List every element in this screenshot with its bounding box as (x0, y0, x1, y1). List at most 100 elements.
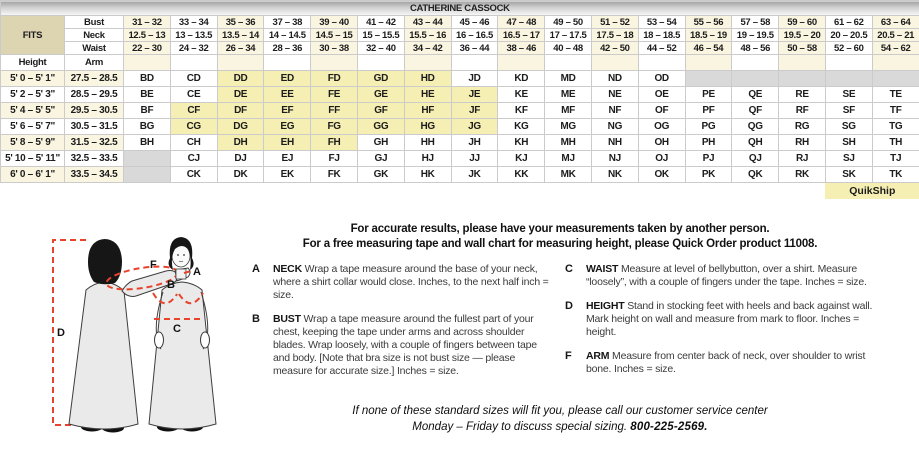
empty-header-cell (824, 54, 873, 71)
size-code-cell-SF: SF (824, 102, 873, 119)
size-code-cell-DJ: DJ (216, 150, 265, 167)
size-code-cell-JG: JG (450, 118, 499, 135)
size-code-cell-RF: RF (778, 102, 826, 119)
size-code-cell-KF: KF (497, 102, 546, 119)
size-code-cell-ED: ED (263, 70, 312, 87)
size-code-cell-OD: OD (637, 70, 686, 87)
neck-measure-line (183, 270, 192, 274)
size-code-cell-DE: DE (216, 86, 265, 103)
size-code-cell-BF: BF (123, 102, 171, 119)
size-code-cell-HF: HF (403, 102, 452, 119)
size-code-cell-JF: JF (450, 102, 499, 119)
size-code-cell-NF: NF (590, 102, 639, 119)
figure-label-waist: C (173, 323, 181, 335)
waist-range-cell: 30 – 38 (310, 41, 358, 55)
intro-line-2: For a free measuring tape and wall chart… (302, 237, 818, 250)
size-code-cell-DD: DD (216, 70, 265, 87)
size-code-cell-CK: CK (169, 166, 218, 183)
size-code-cell-RH: RH (778, 134, 826, 151)
size-code-cell-MG: MG (544, 118, 592, 135)
empty-header-cell (871, 54, 919, 71)
bust-range-cell: 57 – 58 (731, 15, 780, 29)
size-code-cell-MJ: MJ (544, 150, 592, 167)
height-range-cell: 5' 2 – 5' 3" (0, 86, 65, 103)
size-code-cell-CD: CD (169, 70, 218, 87)
instruction-text: Measure from center back of neck, over s… (586, 350, 866, 375)
figure-label-bust: B (167, 279, 175, 291)
height-measure-line (52, 239, 90, 426)
size-code-cell-JK: JK (450, 166, 499, 183)
size-code-cell-TG: TG (871, 118, 919, 135)
empty-header-cell (731, 54, 780, 71)
hand (200, 331, 210, 349)
empty-header-cell (263, 54, 312, 71)
unavailable-cell (123, 150, 171, 167)
size-code-cell-EE: EE (263, 86, 312, 103)
size-code-cell-OF: OF (637, 102, 686, 119)
size-code-cell-EH: EH (263, 134, 312, 151)
size-code-cell-TE: TE (871, 86, 919, 103)
size-code-cell-CG: CG (169, 118, 218, 135)
size-code-cell-QJ: QJ (731, 150, 780, 167)
eye (177, 254, 179, 256)
neck-range-cell: 20.5 – 21 (871, 28, 919, 42)
size-code-cell-GG: GG (356, 118, 405, 135)
size-code-cell-PG: PG (684, 118, 733, 135)
hair (168, 237, 194, 270)
instruction-term: HEIGHT (586, 300, 625, 312)
size-code-cell-JE: JE (450, 86, 499, 103)
size-code-cell-QG: QG (731, 118, 780, 135)
instruction-letter: D (565, 300, 573, 312)
special-sizing-note: If none of these standard sizes will fit… (250, 403, 870, 435)
instruction-term: WAIST (586, 263, 619, 275)
eye (183, 254, 185, 256)
size-code-cell-OG: OG (637, 118, 686, 135)
size-code-cell-EJ: EJ (263, 150, 312, 167)
size-code-cell-FJ: FJ (310, 150, 358, 167)
size-code-cell-GF: GF (356, 102, 405, 119)
waist-row-label: Waist (64, 41, 124, 55)
height-col-label: Height (0, 54, 65, 71)
arm-range-cell: 29.5 – 30.5 (64, 102, 124, 119)
size-code-cell-KJ: KJ (497, 150, 546, 167)
size-code-cell-DH: DH (216, 134, 265, 151)
arm-col-label: Arm (64, 54, 124, 71)
intro-text: For accurate results, please have your m… (250, 222, 870, 251)
instruction-bust: B BUST Wrap a tape measure around the fu… (252, 313, 554, 378)
arm-range-cell: 30.5 – 31.5 (64, 118, 124, 135)
chart-title: CATHERINE CASSOCK (0, 0, 919, 16)
instruction-neck: A NECK Wrap a tape measure around the ba… (252, 263, 554, 302)
empty-header-cell (356, 54, 405, 71)
size-code-cell-GH: GH (356, 134, 405, 151)
size-code-cell-TF: TF (871, 102, 919, 119)
size-code-cell-PJ: PJ (684, 150, 733, 167)
waist-range-cell: 50 – 58 (778, 41, 826, 55)
waist-range-cell: 52 – 60 (824, 41, 873, 55)
size-code-cell-CF: CF (169, 102, 218, 119)
bust-range-cell: 37 – 38 (263, 15, 312, 29)
empty-header-cell (684, 54, 733, 71)
neck-range-cell: 18.5 – 19 (684, 28, 733, 42)
bust-range-cell: 39 – 40 (310, 15, 358, 29)
instruction-letter: A (252, 263, 260, 275)
arm-range-cell: 32.5 – 33.5 (64, 150, 124, 167)
size-code-cell-NG: NG (590, 118, 639, 135)
size-code-cell-SK: SK (824, 166, 873, 183)
size-code-cell-BE: BE (123, 86, 171, 103)
size-code-cell-PE: PE (684, 86, 733, 103)
size-code-cell-PF: PF (684, 102, 733, 119)
size-code-cell-EG: EG (263, 118, 312, 135)
height-range-cell: 6' 0 – 6' 1" (0, 166, 65, 183)
size-code-cell-SE: SE (824, 86, 873, 103)
waist-range-cell: 36 – 44 (450, 41, 499, 55)
arm-range-cell: 33.5 – 34.5 (64, 166, 124, 183)
unavailable-cell (123, 166, 171, 183)
neck-collar (175, 268, 187, 280)
size-code-cell-RE: RE (778, 86, 826, 103)
size-code-cell-NH: NH (590, 134, 639, 151)
bust-range-cell: 47 – 48 (497, 15, 546, 29)
size-chart-table: CATHERINE CASSOCK FITS Bust 31 – 32 33 – 34 3… (0, 0, 919, 199)
size-code-cell-FD: FD (310, 70, 358, 87)
unavailable-cell (731, 70, 780, 87)
waist-range-cell: 24 – 32 (169, 41, 218, 55)
